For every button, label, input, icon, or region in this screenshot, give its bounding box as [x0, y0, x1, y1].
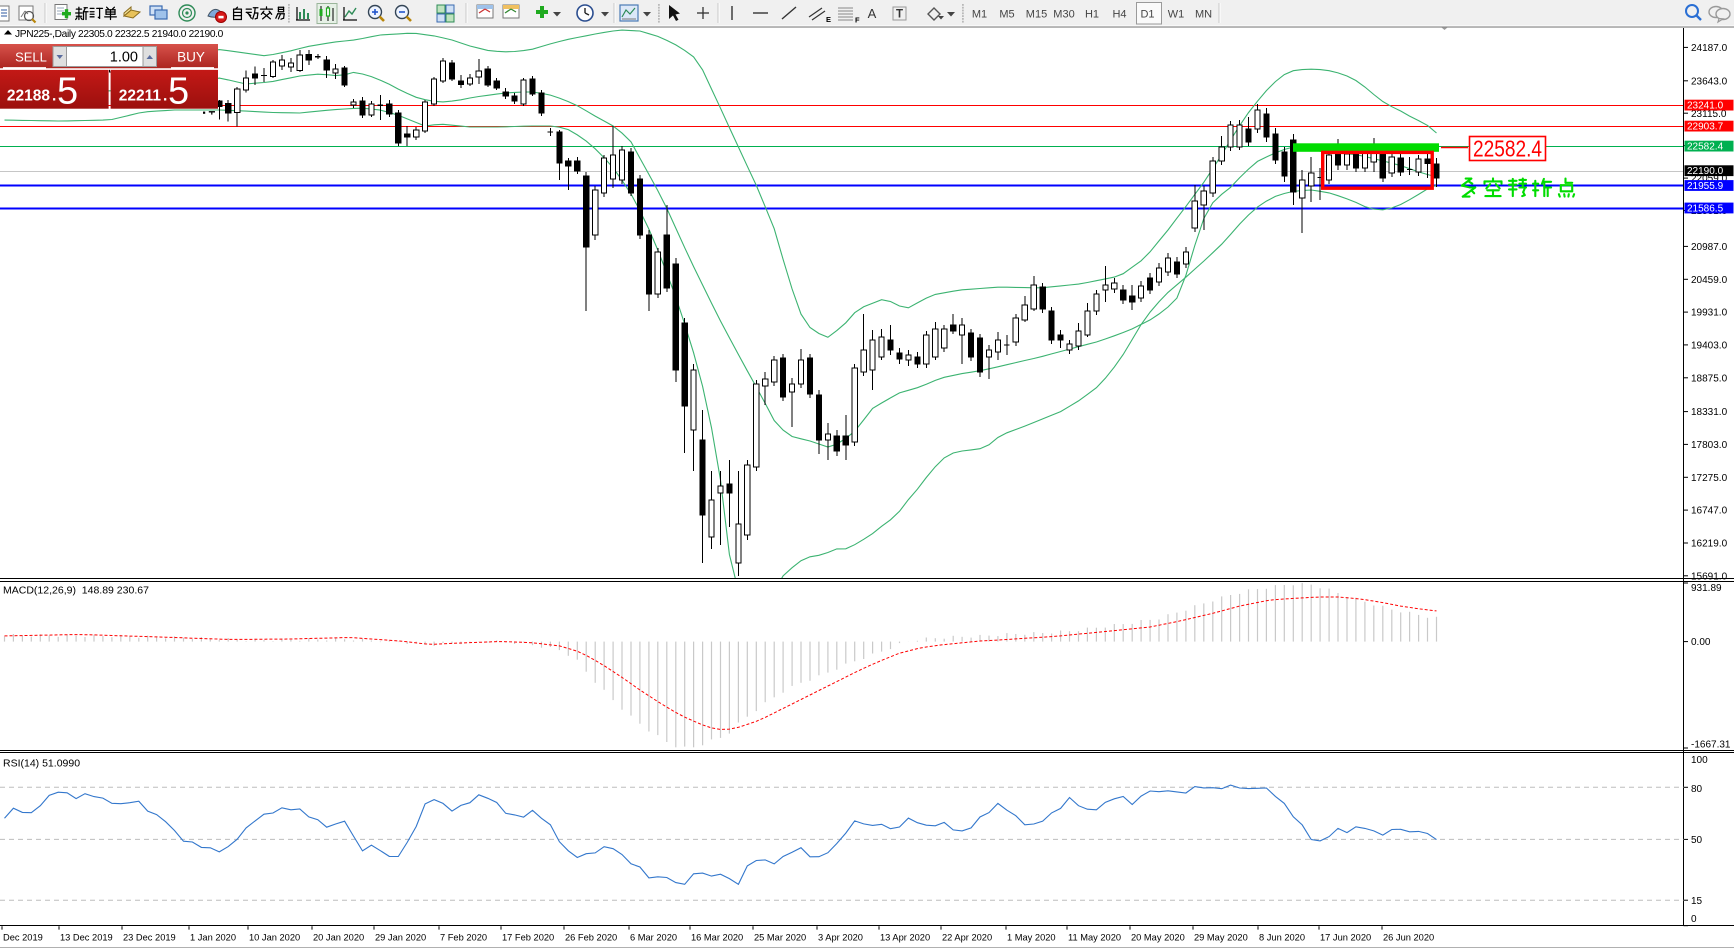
svg-text:SELL: SELL	[15, 50, 47, 65]
svg-text:M1: M1	[972, 9, 987, 21]
svg-text:22 Apr 2020: 22 Apr 2020	[942, 933, 992, 943]
svg-text:20 Jan 2020: 20 Jan 2020	[313, 933, 364, 943]
svg-text:20987.0: 20987.0	[1691, 242, 1728, 253]
svg-text:15691.0: 15691.0	[1691, 571, 1728, 582]
svg-text:H1: H1	[1085, 9, 1099, 21]
svg-text:22190.0: 22190.0	[1687, 166, 1724, 177]
svg-text:22211: 22211	[119, 88, 162, 105]
svg-text:16 Mar 2020: 16 Mar 2020	[691, 933, 743, 943]
svg-text:23643.0: 23643.0	[1691, 76, 1728, 87]
svg-text:E: E	[826, 15, 831, 24]
svg-text:BUY: BUY	[177, 50, 205, 65]
svg-text:-1667.31: -1667.31	[1691, 739, 1731, 750]
svg-text:50: 50	[1691, 835, 1703, 846]
svg-text:0.00: 0.00	[1691, 637, 1711, 648]
svg-text:MN: MN	[1195, 9, 1212, 21]
svg-text:18331.0: 18331.0	[1691, 407, 1728, 418]
svg-text:22305.0 22322.5 21940.0 22190.: 22305.0 22322.5 21940.0 22190.0	[78, 29, 224, 40]
svg-text:26 Jun 2020: 26 Jun 2020	[1383, 933, 1434, 943]
svg-text:5: 5	[168, 71, 189, 113]
svg-text:D1: D1	[1140, 9, 1154, 21]
svg-text:.: .	[52, 88, 56, 105]
svg-text:Dec 2019: Dec 2019	[3, 933, 43, 943]
svg-text:17803.0: 17803.0	[1691, 440, 1728, 451]
svg-text:1.00: 1.00	[110, 50, 138, 66]
svg-text:8 Jun 2020: 8 Jun 2020	[1259, 933, 1305, 943]
svg-text:H4: H4	[1112, 9, 1126, 21]
svg-text:29 Jan 2020: 29 Jan 2020	[375, 933, 426, 943]
svg-text:3 Apr 2020: 3 Apr 2020	[818, 933, 863, 943]
svg-text:19403.0: 19403.0	[1691, 341, 1728, 352]
svg-text:931.89: 931.89	[1691, 583, 1722, 594]
svg-text:JPN225-,Daily: JPN225-,Daily	[15, 29, 77, 40]
svg-text:17275.0: 17275.0	[1691, 473, 1728, 484]
svg-text:25 Mar 2020: 25 Mar 2020	[754, 933, 806, 943]
svg-text:T: T	[896, 9, 903, 21]
svg-text:M30: M30	[1053, 9, 1074, 21]
svg-text:80: 80	[1691, 784, 1703, 795]
svg-text:29 May 2020: 29 May 2020	[1194, 933, 1248, 943]
svg-text:21955.9: 21955.9	[1687, 181, 1724, 192]
svg-text:20459.0: 20459.0	[1691, 275, 1728, 286]
svg-text:0: 0	[1691, 914, 1697, 925]
svg-text:MACD(12,26,9) 148.89 230.67: MACD(12,26,9) 148.89 230.67	[3, 585, 149, 597]
svg-text:18875.0: 18875.0	[1691, 373, 1728, 384]
svg-text:17 Jun 2020: 17 Jun 2020	[1320, 933, 1371, 943]
svg-text:22582.4: 22582.4	[1687, 142, 1724, 153]
svg-text:24187.0: 24187.0	[1691, 43, 1728, 54]
svg-text:1 Jan 2020: 1 Jan 2020	[190, 933, 236, 943]
svg-text:16219.0: 16219.0	[1691, 539, 1728, 550]
svg-text:RSI(14) 51.0990: RSI(14) 51.0990	[3, 758, 80, 770]
svg-text:22188: 22188	[7, 88, 50, 105]
svg-text:F: F	[855, 16, 860, 25]
svg-text:22903.7: 22903.7	[1687, 122, 1724, 133]
svg-text:.: .	[163, 88, 167, 105]
svg-text:16747.0: 16747.0	[1691, 506, 1728, 517]
svg-text:19931.0: 19931.0	[1691, 308, 1728, 319]
svg-text:17 Feb 2020: 17 Feb 2020	[502, 933, 554, 943]
svg-text:M15: M15	[1026, 9, 1047, 21]
svg-text:1 May 2020: 1 May 2020	[1007, 933, 1056, 943]
svg-text:6 Mar 2020: 6 Mar 2020	[630, 933, 677, 943]
svg-text:23115.0: 23115.0	[1691, 109, 1727, 120]
svg-text:13 Dec 2019: 13 Dec 2019	[60, 933, 113, 943]
svg-text:10 Jan 2020: 10 Jan 2020	[249, 933, 300, 943]
svg-text:21586.5: 21586.5	[1687, 204, 1724, 215]
svg-text:23241.0: 23241.0	[1687, 101, 1724, 112]
svg-text:100: 100	[1691, 755, 1708, 766]
svg-text:11 May 2020: 11 May 2020	[1068, 933, 1121, 943]
svg-text:26 Feb 2020: 26 Feb 2020	[565, 933, 617, 943]
svg-text:A: A	[868, 6, 877, 21]
svg-text:22582.4: 22582.4	[1473, 136, 1542, 162]
svg-text:15: 15	[1691, 896, 1703, 907]
svg-text:7 Feb 2020: 7 Feb 2020	[440, 933, 487, 943]
svg-text:23 Dec 2019: 23 Dec 2019	[123, 933, 176, 943]
svg-text:13 Apr 2020: 13 Apr 2020	[880, 933, 930, 943]
svg-text:22059.0: 22059.0	[1691, 174, 1728, 185]
svg-text:5: 5	[57, 71, 78, 113]
svg-text:M5: M5	[999, 9, 1014, 21]
svg-text:20 May 2020: 20 May 2020	[1131, 933, 1185, 943]
svg-text:W1: W1	[1168, 9, 1185, 21]
